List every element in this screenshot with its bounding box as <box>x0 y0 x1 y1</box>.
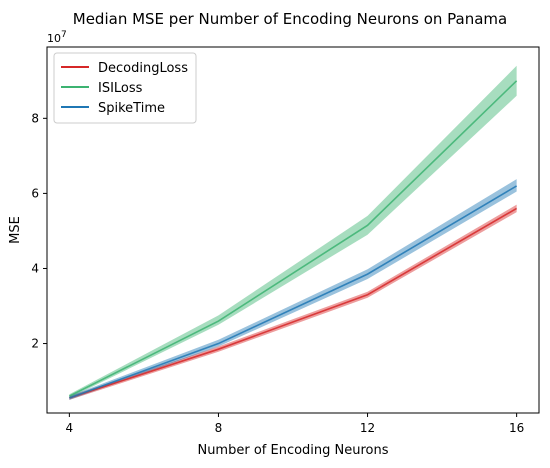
x-tick-label: 12 <box>360 421 375 435</box>
band-decodingloss <box>69 204 517 400</box>
x-tick-label: 8 <box>215 421 223 435</box>
y-axis-label: MSE <box>8 216 23 244</box>
x-tick-label: 4 <box>66 421 74 435</box>
legend: DecodingLoss ISILoss SpikeTime <box>53 52 197 124</box>
x-axis-ticks: 4 8 12 16 <box>66 413 524 435</box>
legend-box <box>53 52 197 124</box>
legend-label-spiketime: SpikeTime <box>98 101 165 116</box>
legend-label-isiloss: ISILoss <box>98 81 143 96</box>
y-tick-label: 4 <box>31 261 39 275</box>
line-isiloss <box>69 80 518 397</box>
x-axis-label: Number of Encoding Neurons <box>197 443 388 458</box>
line-decodingloss <box>69 207 518 399</box>
y-axis-ticks: 2 4 6 8 <box>31 111 47 351</box>
band-spiketime <box>69 179 517 400</box>
plot-area-frame <box>46 46 540 414</box>
y-tick-label: 8 <box>31 111 39 125</box>
y-tick-label: 2 <box>31 337 39 351</box>
line-spiketime <box>69 185 518 399</box>
y-offset-label: 107 <box>47 30 67 45</box>
series-lines <box>69 80 518 399</box>
y-tick-label: 6 <box>31 186 39 200</box>
legend-label-decodingloss: DecodingLoss <box>98 61 188 76</box>
x-tick-label: 16 <box>509 421 524 435</box>
chart-title: Median MSE per Number of Encoding Neuron… <box>73 10 507 28</box>
